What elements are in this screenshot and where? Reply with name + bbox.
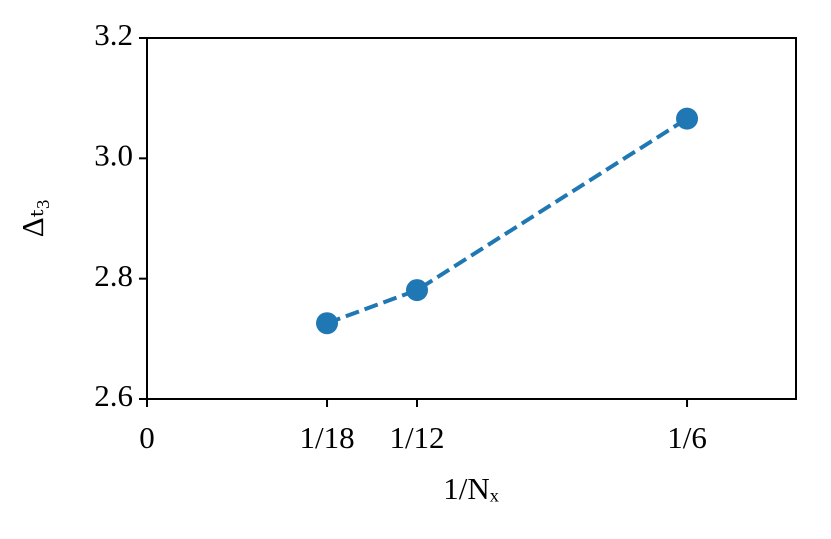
x-tick-label: 1/18: [299, 420, 354, 455]
y-tick-label: 3.2: [94, 17, 133, 52]
x-axis-label: 1/Nₓ: [443, 471, 499, 506]
plot-frame: [146, 37, 797, 400]
x-tick-label: 1/12: [389, 420, 444, 455]
x-tick-label: 0: [139, 420, 155, 455]
x-tick-label: 1/6: [667, 420, 707, 455]
y-tick-label: 2.6: [94, 378, 133, 413]
data-point: [316, 312, 339, 335]
data-line: [326, 116, 689, 326]
data-point: [406, 279, 429, 302]
data-point: [676, 107, 699, 130]
y-tick-label: 2.8: [94, 258, 133, 293]
y-tick-label: 3.0: [94, 137, 133, 172]
y-axis-label: Δₜ₃: [15, 199, 50, 237]
